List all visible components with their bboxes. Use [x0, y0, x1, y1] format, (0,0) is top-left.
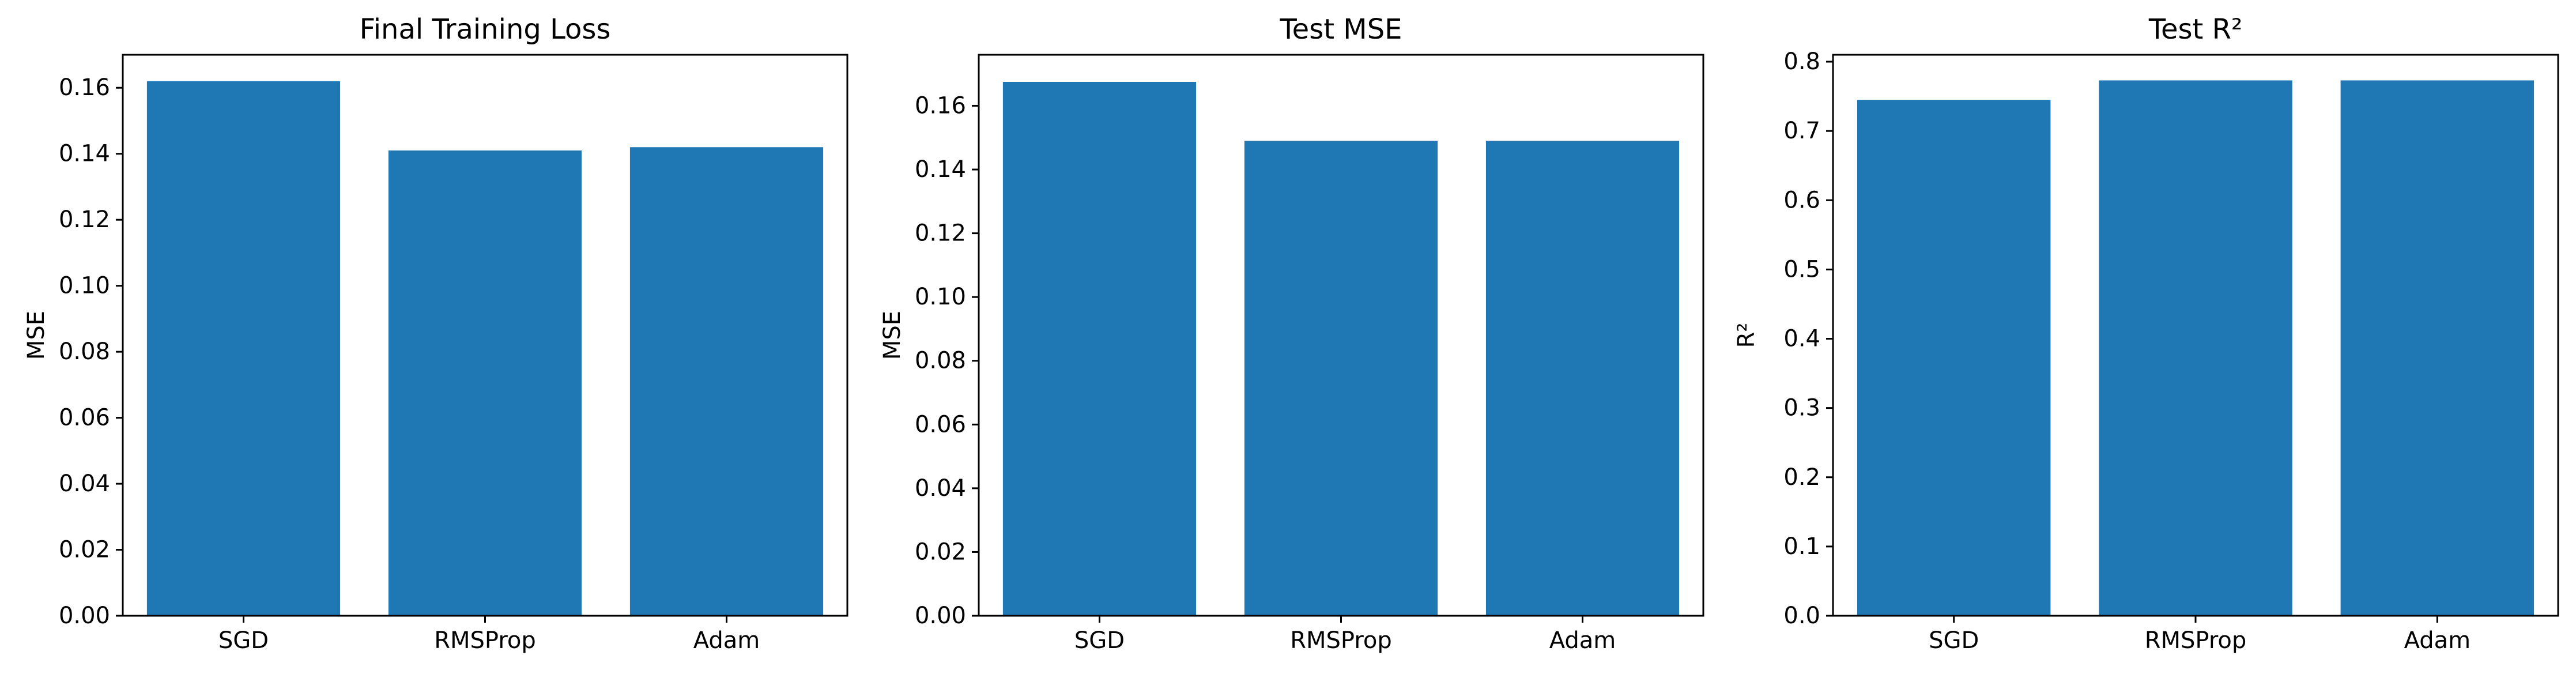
x-tick-label: RMSProp [1290, 627, 1392, 654]
y-tick-label: 0.0 [1783, 603, 1820, 629]
y-tick-label: 0.10 [915, 284, 966, 310]
y-tick-label: 0.7 [1783, 118, 1820, 144]
bar-adam [2340, 80, 2534, 616]
y-tick-label: 0.08 [59, 338, 110, 365]
chart-panel-1: 0.00 0.02 0.04 0.06 0.08 0.10 0.12 0.14 0.16 SGD R… [23, 13, 848, 654]
x-tick-label: RMSProp [434, 627, 536, 654]
y-tick-label: 0.16 [915, 92, 966, 119]
y-tick-label: 0.8 [1783, 48, 1820, 75]
x-tick-label: Adam [1549, 627, 1616, 654]
y-tick-label: 0.10 [59, 273, 110, 299]
bar-adam [629, 147, 824, 616]
bar-sgd [1002, 81, 1197, 616]
y-tick-label: 0.16 [59, 74, 110, 101]
bar-rmsprop [1244, 141, 1438, 616]
x-tick-label: SGD [1074, 627, 1125, 654]
y-tick-label: 0.06 [915, 411, 966, 438]
chart-title: Final Training Loss [360, 13, 611, 46]
y-tick-label: 0.1 [1783, 533, 1820, 560]
y-tick-label: 0.02 [59, 537, 110, 563]
bar-rmsprop [2099, 80, 2292, 616]
y-tick-label: 0.5 [1783, 256, 1820, 283]
y-tick-label: 0.00 [915, 603, 966, 629]
y-tick-label: 0.12 [915, 220, 966, 247]
bar-sgd [146, 81, 341, 616]
chart-panel-3: 0.0 0.1 0.2 0.3 0.4 0.5 0.6 0.7 0.8 SGD RMSProp Ada… [1733, 13, 2559, 654]
y-tick-label: 0.6 [1783, 187, 1820, 213]
x-tick-label: SGD [218, 627, 269, 654]
y-tick-label: 0.02 [915, 539, 966, 565]
chart-title: Test MSE [1280, 13, 1402, 46]
y-axis-label: R² [1733, 323, 1760, 348]
y-tick-label: 0.04 [59, 470, 110, 497]
y-tick-label: 0.04 [915, 475, 966, 502]
x-tick-label: RMSProp [2145, 627, 2247, 654]
x-tick-label: Adam [693, 627, 760, 654]
y-tick-label: 0.00 [59, 603, 110, 629]
chart-panel-2: 0.00 0.02 0.04 0.06 0.08 0.10 0.12 0.14 0.16 SGD R… [879, 13, 1704, 654]
x-tick-label: Adam [2404, 627, 2471, 654]
bar-sgd [1857, 100, 2051, 616]
y-tick-label: 0.2 [1783, 464, 1820, 491]
y-tick-label: 0.3 [1783, 395, 1820, 421]
bar-adam [1485, 141, 1680, 616]
y-tick-label: 0.4 [1783, 326, 1820, 352]
y-tick-label: 0.12 [59, 206, 110, 233]
x-tick-label: SGD [1929, 627, 1979, 654]
y-tick-label: 0.14 [915, 156, 966, 183]
y-axis-label: MSE [23, 311, 50, 360]
chart-title: Test R² [2148, 13, 2242, 46]
y-tick-label: 0.08 [915, 348, 966, 374]
bar-rmsprop [388, 150, 582, 616]
y-tick-label: 0.06 [59, 405, 110, 431]
y-axis-label: MSE [879, 311, 906, 360]
y-tick-label: 0.14 [59, 141, 110, 167]
